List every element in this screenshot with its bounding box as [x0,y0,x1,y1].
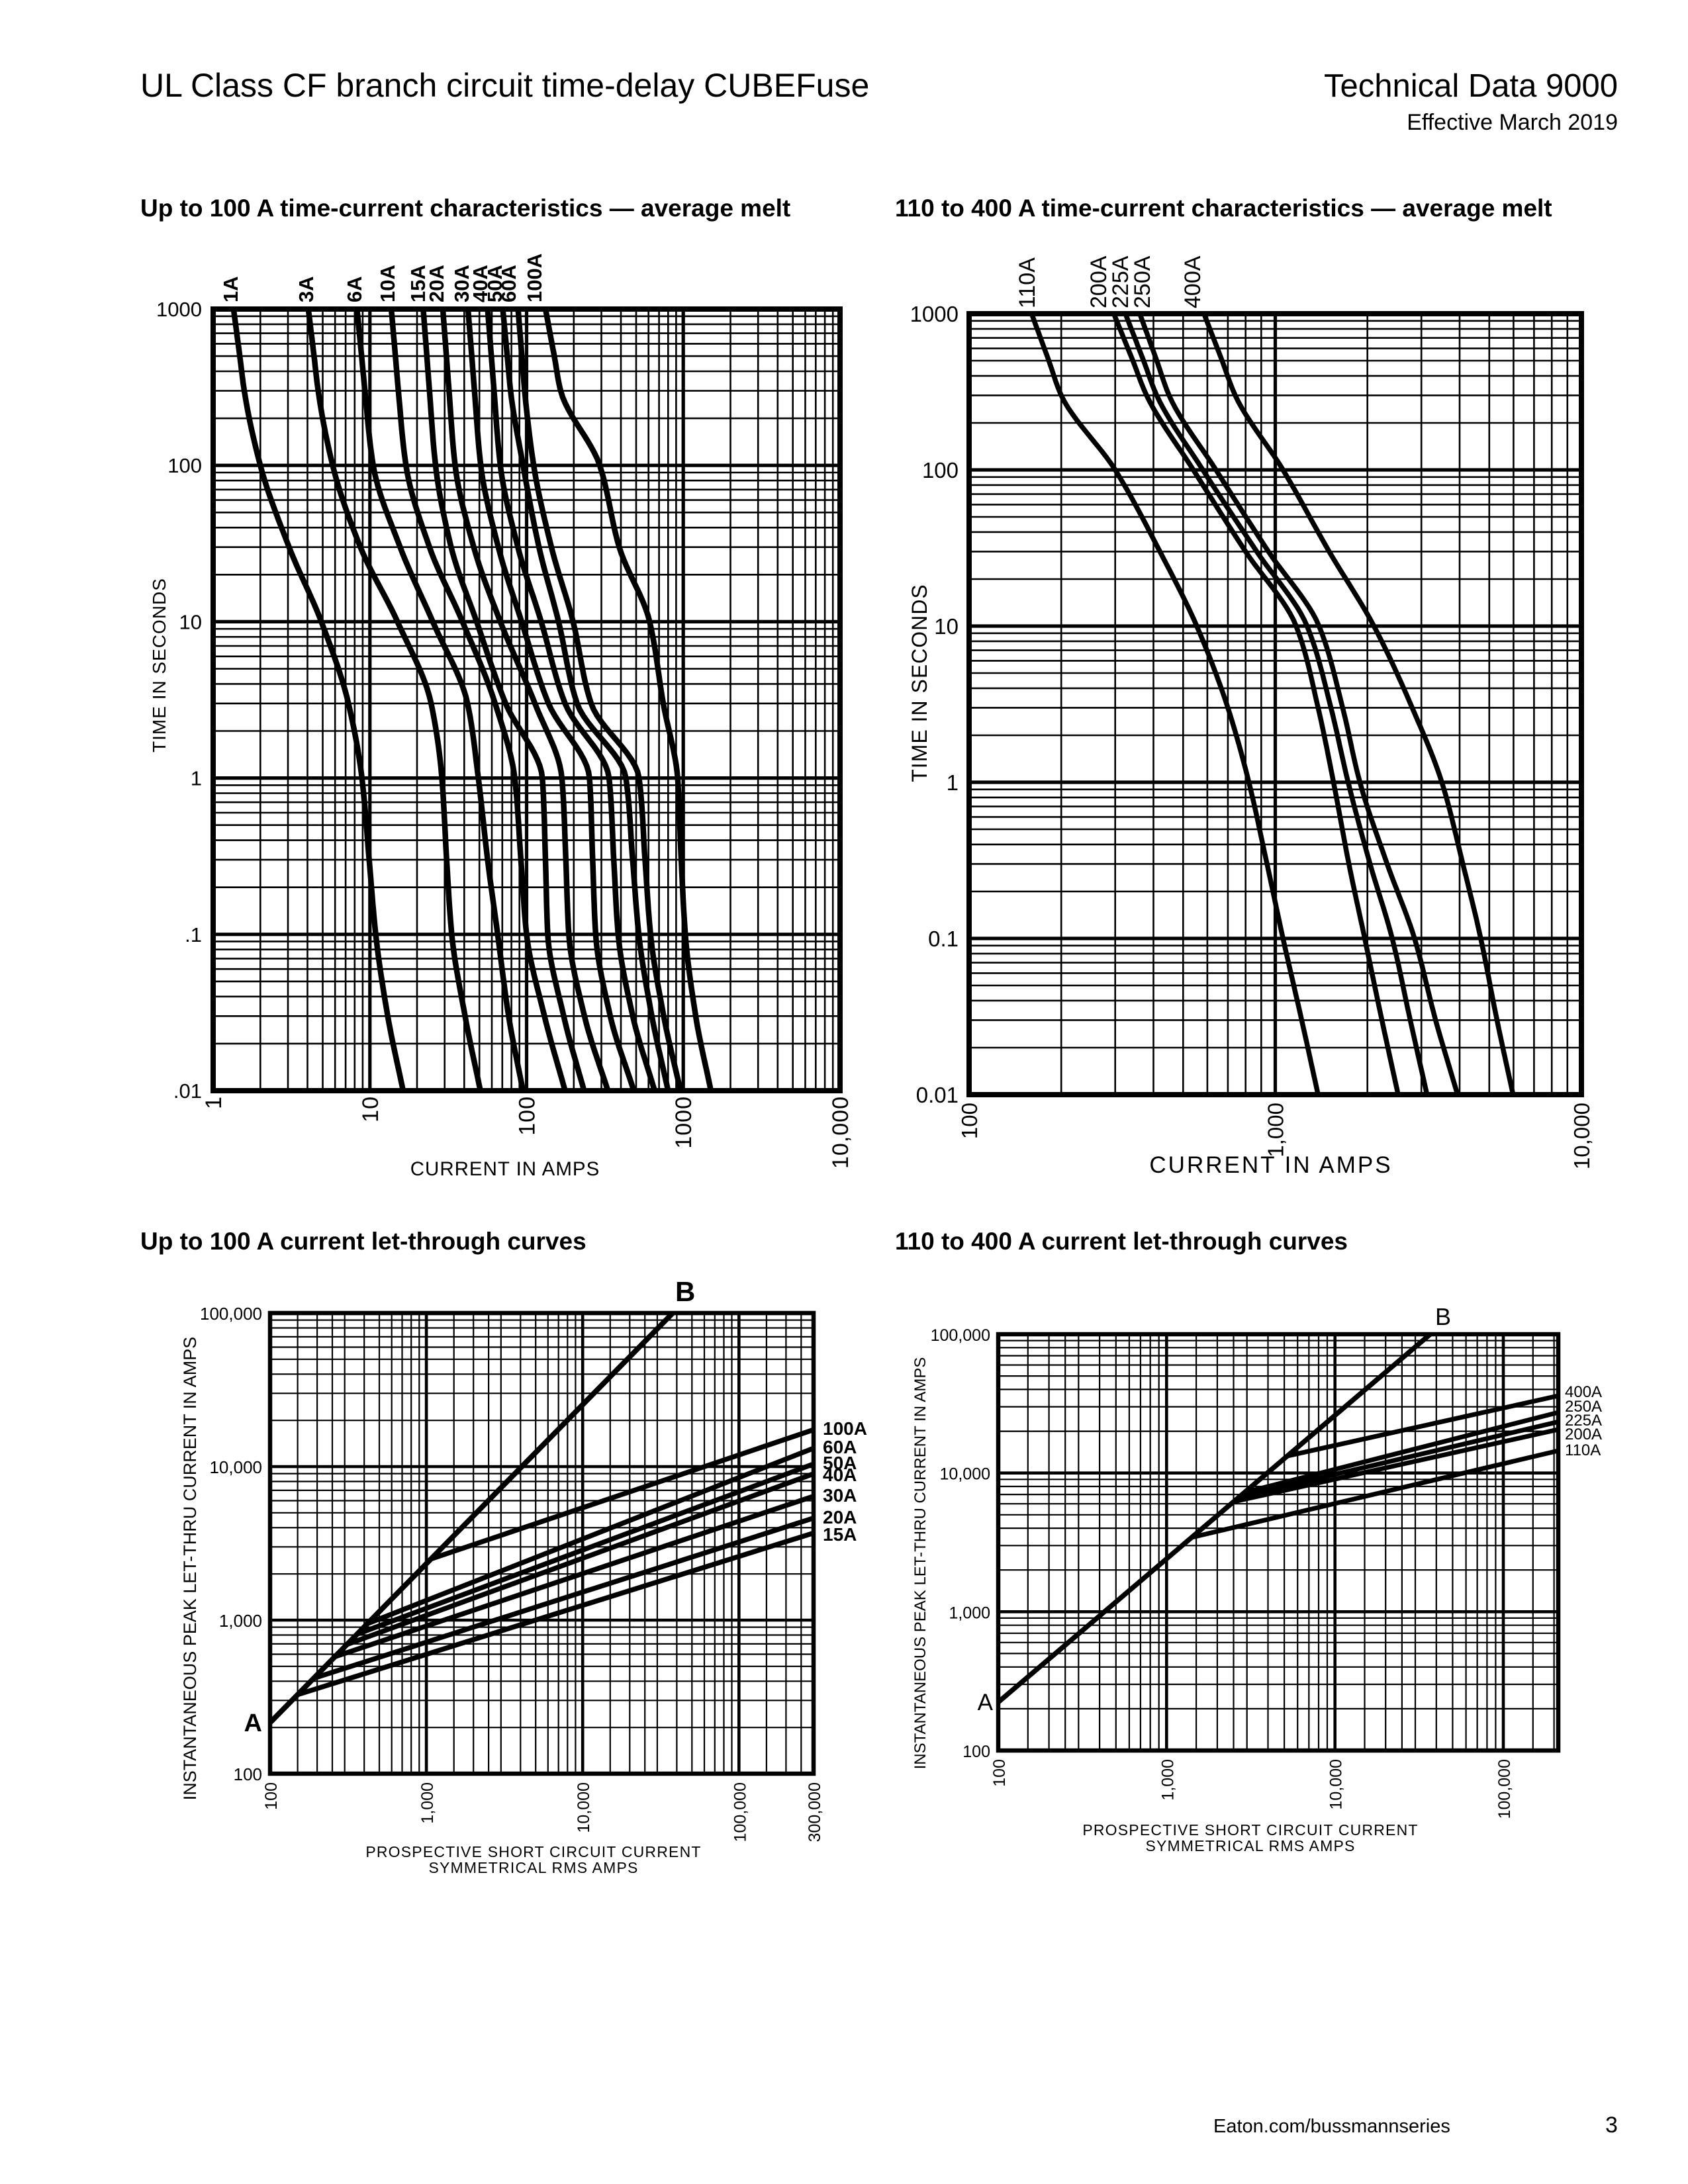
svg-text:A: A [244,1709,262,1737]
svg-text:250A: 250A [1565,1398,1602,1416]
svg-text:100: 100 [922,458,959,482]
svg-text:CURRENT IN AMPS: CURRENT IN AMPS [410,1158,600,1180]
svg-text:3: 3 [1605,2113,1618,2138]
svg-text:100: 100 [957,1103,982,1139]
svg-text:10: 10 [934,614,959,639]
svg-text:100: 100 [962,1743,990,1761]
svg-text:A: A [978,1690,994,1715]
svg-text:1000: 1000 [910,302,959,326]
svg-text:400A: 400A [1180,255,1205,308]
svg-text:110A: 110A [1565,1441,1601,1459]
svg-text:30A: 30A [823,1485,857,1506]
svg-text:B: B [675,1276,695,1307]
svg-text:UL Class CF branch circuit tim: UL Class CF branch circuit time-delay CU… [140,67,869,104]
svg-text:10A: 10A [376,265,399,302]
svg-text:20A: 20A [425,265,448,302]
svg-text:15A: 15A [823,1524,857,1545]
svg-text:TIME IN SECONDS: TIME IN SECONDS [149,578,169,752]
svg-text:15A: 15A [406,265,430,302]
svg-text:100,000: 100,000 [931,1326,990,1345]
svg-text:.01: .01 [173,1079,202,1103]
svg-text:300,000: 300,000 [806,1782,824,1842]
svg-text:100: 100 [167,454,202,477]
svg-text:110A: 110A [1015,257,1040,308]
svg-text:200A: 200A [1086,255,1111,308]
svg-text:0.01: 0.01 [916,1083,959,1107]
svg-text:10,000: 10,000 [575,1782,593,1833]
svg-text:INSTANTANEOUS PEAK LET-THRU CU: INSTANTANEOUS PEAK LET-THRU CURRENT IN A… [180,1337,200,1801]
svg-text:225A: 225A [1565,1412,1602,1430]
svg-text:100: 100 [990,1759,1009,1787]
svg-text:100,000: 100,000 [1495,1759,1514,1819]
svg-text:1000: 1000 [671,1096,696,1149]
svg-text:1,000: 1,000 [949,1604,990,1622]
svg-text:10: 10 [179,610,202,633]
svg-text:PROSPECTIVE SHORT CIRCUIT CURR: PROSPECTIVE SHORT CIRCUIT CURRENT [1082,1821,1418,1839]
svg-text:B: B [1435,1303,1451,1330]
svg-text:250A: 250A [1130,255,1155,308]
svg-text:100A: 100A [523,253,546,302]
svg-text:PROSPECTIVE SHORT CIRCUIT CURR: PROSPECTIVE SHORT CIRCUIT CURRENT [365,1843,701,1860]
svg-text:Up to 100 A time-current chara: Up to 100 A time-current characteristics… [140,195,790,222]
svg-text:200A: 200A [1565,1426,1602,1443]
svg-text:110 to 400 A time-current char: 110 to 400 A time-current characteristic… [895,195,1552,222]
svg-text:TIME IN SECONDS: TIME IN SECONDS [908,584,931,782]
svg-text:1,000: 1,000 [1158,1759,1177,1801]
svg-text:CURRENT IN AMPS: CURRENT IN AMPS [1149,1152,1392,1178]
svg-text:1,000: 1,000 [1264,1103,1288,1158]
svg-text:.1: .1 [185,923,202,946]
svg-text:110 to 400 A current let-throu: 110 to 400 A current let-through curves [895,1228,1348,1255]
svg-text:60A: 60A [497,265,520,302]
svg-text:10,000: 10,000 [1327,1759,1346,1809]
svg-text:100,000: 100,000 [200,1304,262,1324]
svg-text:6A: 6A [343,276,366,302]
svg-text:100A: 100A [823,1418,867,1439]
svg-text:225A: 225A [1108,255,1133,308]
svg-text:SYMMETRICAL RMS AMPS: SYMMETRICAL RMS AMPS [428,1859,638,1876]
svg-text:400A: 400A [1565,1383,1602,1401]
svg-text:Up to 100 A current let-throug: Up to 100 A current let-through curves [140,1228,586,1255]
svg-text:20A: 20A [823,1507,857,1527]
svg-text:50A: 50A [823,1453,857,1473]
svg-text:10,000: 10,000 [940,1465,990,1484]
svg-text:0.1: 0.1 [928,927,959,951]
svg-text:50A: 50A [483,265,506,302]
svg-text:1000: 1000 [156,298,202,321]
svg-text:40A: 40A [823,1465,857,1485]
svg-text:100: 100 [515,1096,540,1136]
svg-text:1: 1 [191,767,202,790]
svg-text:INSTANTANEOUS PEAK LET-THRU CU: INSTANTANEOUS PEAK LET-THRU CURRENT IN A… [912,1357,929,1770]
svg-text:1,000: 1,000 [219,1611,262,1631]
svg-text:Effective March 2019: Effective March 2019 [1407,110,1618,135]
svg-text:SYMMETRICAL RMS AMPS: SYMMETRICAL RMS AMPS [1145,1837,1355,1854]
svg-text:40A: 40A [469,265,492,302]
svg-text:1: 1 [947,770,959,795]
svg-text:10,000: 10,000 [1570,1103,1594,1169]
svg-text:100,000: 100,000 [731,1782,749,1842]
svg-text:1: 1 [201,1096,226,1109]
svg-text:Technical Data 9000: Technical Data 9000 [1324,68,1618,104]
svg-text:10,000: 10,000 [828,1096,853,1169]
svg-text:100: 100 [262,1782,281,1810]
svg-text:10,000: 10,000 [209,1457,262,1477]
svg-text:3A: 3A [295,276,318,302]
svg-text:1A: 1A [219,276,242,302]
svg-text:60A: 60A [823,1437,857,1457]
svg-text:100: 100 [234,1764,262,1784]
svg-text:30A: 30A [450,265,473,302]
svg-text:1,000: 1,000 [418,1782,437,1824]
svg-text:Eaton.com/bussmannseries: Eaton.com/bussmannseries [1213,2116,1450,2137]
svg-text:10: 10 [358,1096,383,1122]
